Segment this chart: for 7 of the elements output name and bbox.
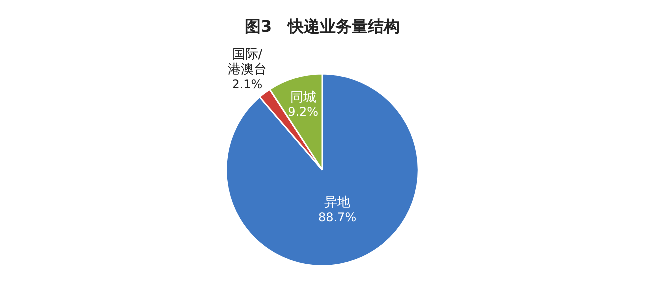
slice-label: 国际/港澳台	[228, 48, 267, 78]
chart-title: 图3 快递业务量结构	[244, 16, 400, 36]
slice-label: 异地	[324, 196, 351, 211]
slice-label: 同城	[290, 90, 316, 106]
data-label: 88.7%	[318, 210, 357, 224]
data-label: 9.2%	[288, 105, 319, 120]
data-label: 2.1%	[232, 77, 263, 92]
